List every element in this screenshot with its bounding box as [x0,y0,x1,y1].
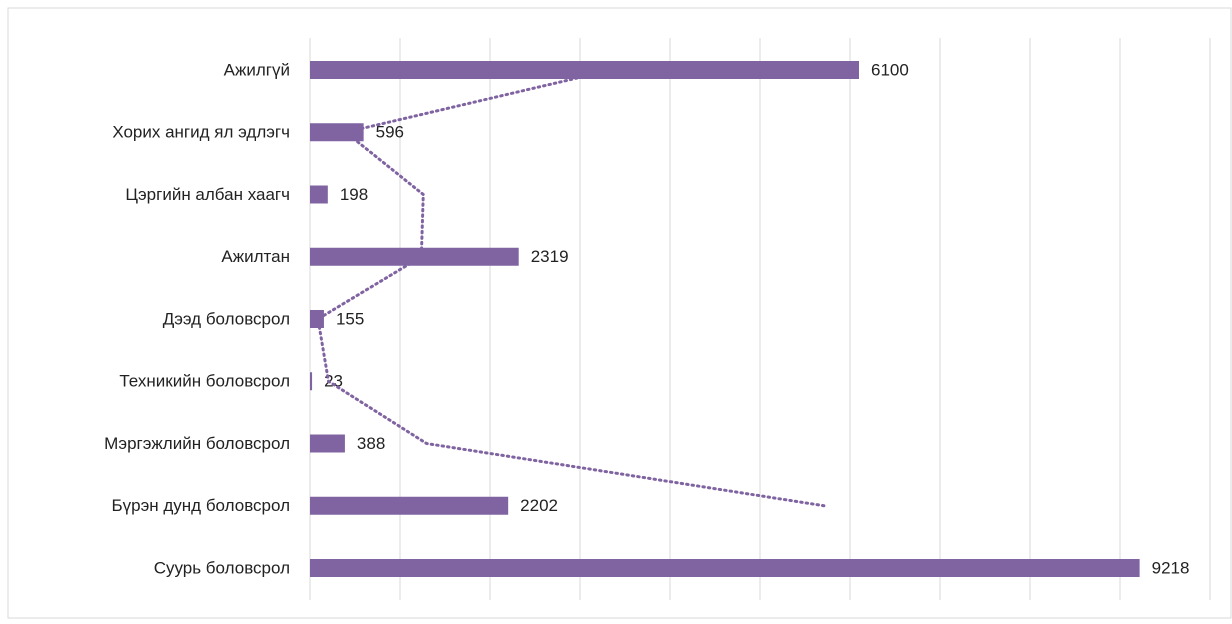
y-tick-label: Ажилтан [221,247,290,266]
value-label: 2319 [531,247,569,266]
y-tick-label: Ажилгүй [224,60,290,79]
y-tick-label: Бүрэн дунд боловсрол [111,496,290,515]
bar [310,247,519,266]
y-tick-label: Суурь боловсрол [154,558,290,577]
value-label: 198 [340,185,368,204]
value-label: 596 [376,123,404,142]
bar [310,372,313,391]
bar [310,310,324,328]
y-tick-label: Дээд боловсрол [163,309,290,328]
bar [310,559,1140,577]
y-tick-label: Хорих ангид ял эдлэгч [112,123,290,142]
value-label: 388 [357,434,385,453]
bar [310,434,345,453]
bar [310,61,859,79]
chart-border [7,7,1232,619]
y-tick-label: Техникийн боловсрол [119,372,290,391]
value-label: 9218 [1152,558,1190,577]
bar [310,185,328,204]
y-tick-label: Цэргийн албан хаагч [125,185,290,204]
bar [310,496,509,515]
value-label: 2202 [520,496,558,515]
value-label: 6100 [871,60,909,79]
trendline [316,68,826,508]
y-tick-label: Мэргэжлийн боловсрол [104,434,290,453]
value-label: 155 [336,309,364,328]
